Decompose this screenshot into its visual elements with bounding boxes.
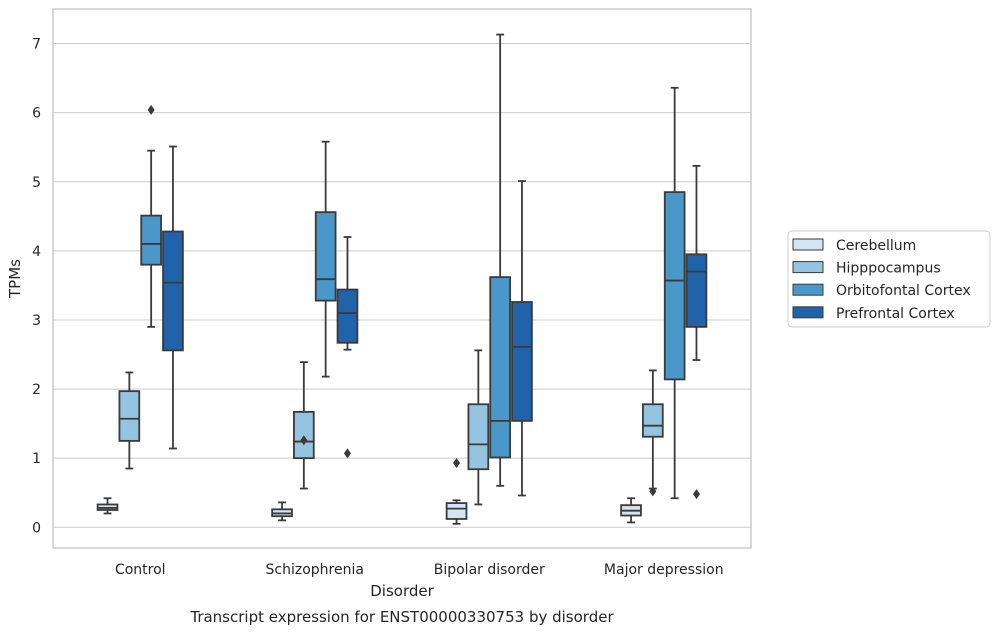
- legend-label: Prefrontal Cortex: [836, 306, 955, 322]
- y-tick-label: 5: [32, 175, 41, 191]
- box-plot: [685, 164, 708, 500]
- box-iqr: [489, 276, 511, 459]
- x-tick-label: Bipolar disorder: [434, 562, 545, 578]
- box-iqr: [118, 390, 141, 442]
- y-tick-label: 7: [32, 37, 41, 53]
- box-plot: [467, 349, 490, 506]
- box-plot: [642, 369, 664, 497]
- x-tick-label: Schizophrenia: [266, 562, 364, 578]
- box-iqr: [685, 253, 708, 328]
- grid-lines: [53, 43, 751, 528]
- box-iqr: [663, 191, 686, 381]
- y-axis-label: TPMs: [6, 259, 24, 299]
- outlier-marker: [453, 458, 461, 469]
- box-plot: [445, 458, 468, 525]
- y-tick-labels: 0 1 2 3 4 5 6 7: [32, 37, 41, 537]
- outlier-marker: [692, 489, 700, 500]
- y-tick-label: 4: [32, 244, 41, 260]
- box-iqr: [642, 403, 664, 438]
- box-plot: [162, 145, 184, 450]
- box-plot: [96, 497, 119, 515]
- legend-swatch: [792, 306, 824, 319]
- legend-frame: [787, 230, 991, 328]
- outlier-marker: [649, 486, 657, 497]
- box-plot: [620, 497, 642, 524]
- box-plot: [271, 501, 293, 522]
- box-iqr: [140, 214, 162, 266]
- y-tick-label: 3: [32, 313, 41, 329]
- box-iqr: [293, 410, 315, 460]
- box-plot: [336, 236, 359, 459]
- legend-swatch: [792, 238, 824, 251]
- plot-frame: [52, 8, 752, 549]
- box-iqr: [511, 301, 533, 422]
- y-tick-label: 6: [32, 106, 41, 122]
- x-tick-label: Control: [115, 562, 166, 578]
- outlier-marker: [147, 104, 155, 115]
- legend-label: Hipppocampus: [836, 261, 941, 277]
- legend-label: Orbitofontal Cortex: [836, 283, 971, 299]
- y-tick-label: 0: [32, 520, 41, 536]
- box-plot: [118, 371, 141, 470]
- box-plot: [511, 180, 533, 497]
- legend-swatch: [792, 283, 824, 296]
- box-iqr: [336, 288, 359, 344]
- y-tick-label: 1: [32, 451, 41, 467]
- box-plot: [314, 140, 337, 378]
- outlier-marker: [343, 448, 351, 459]
- legend-swatch: [792, 261, 824, 274]
- box-iqr: [467, 403, 490, 471]
- box-plot: [293, 361, 315, 490]
- box-plot: [489, 33, 511, 487]
- y-tick-label: 2: [32, 382, 41, 398]
- x-tick-label: Major depression: [604, 562, 724, 578]
- legend-label: Cerebellum: [836, 238, 916, 254]
- box-iqr: [162, 230, 184, 352]
- x-tick-labels: Control Schizophrenia Bipolar disorder Majo…: [115, 562, 724, 578]
- boxes: [96, 33, 708, 525]
- outlier-marker: [300, 435, 308, 446]
- box-iqr: [314, 211, 337, 302]
- chart-caption: Transcript expression for ENST0000033075…: [189, 608, 614, 626]
- box-plot: [140, 104, 162, 328]
- box-plot: [663, 86, 686, 500]
- legend: Cerebellum Hipppocampus Orbitofontal Corte…: [787, 230, 991, 328]
- x-axis-label: Disorder: [370, 582, 434, 600]
- box-iqr: [445, 502, 468, 520]
